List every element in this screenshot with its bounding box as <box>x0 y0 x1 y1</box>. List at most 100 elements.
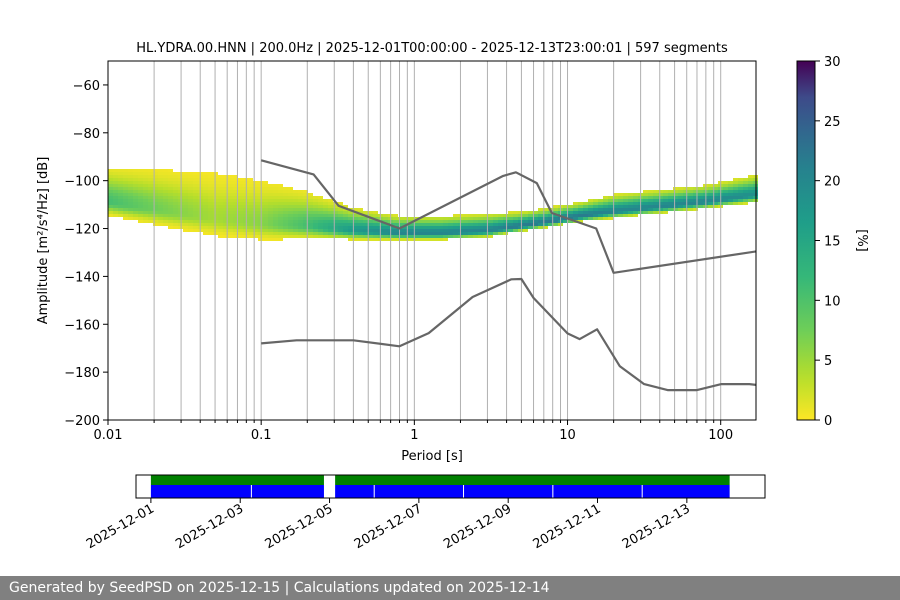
density-cell <box>273 190 278 193</box>
density-cell <box>698 202 703 205</box>
density-cell <box>123 205 128 208</box>
density-cell <box>528 211 533 214</box>
density-cell <box>223 196 228 199</box>
density-cell <box>368 223 373 226</box>
density-cell <box>178 205 183 208</box>
density-cell <box>598 214 603 217</box>
density-cell <box>483 223 488 226</box>
timeline-top-segment <box>150 475 324 485</box>
density-cell <box>278 190 283 193</box>
density-cell <box>493 217 498 220</box>
density-cell <box>278 223 283 226</box>
density-cell <box>128 178 133 181</box>
density-cell <box>413 229 418 232</box>
density-cell <box>258 199 263 202</box>
density-cell <box>223 229 228 232</box>
density-cell <box>218 235 223 238</box>
density-cell <box>178 193 183 196</box>
density-cell <box>143 196 148 199</box>
colorbar-tick-label: 5 <box>824 354 832 369</box>
density-cell <box>283 232 288 235</box>
density-cell <box>463 226 468 229</box>
density-cell <box>238 199 243 202</box>
y-axis-label: Amplitude [m²/s⁴/Hz] [dB] <box>36 157 51 325</box>
density-cell <box>273 214 278 217</box>
density-cell <box>518 223 523 226</box>
density-cell <box>538 208 543 211</box>
density-cell <box>163 190 168 193</box>
density-cell <box>248 223 253 226</box>
density-cell <box>208 214 213 217</box>
density-cell <box>228 178 233 181</box>
density-cell <box>208 202 213 205</box>
density-cell <box>123 175 128 178</box>
density-cell <box>268 211 273 214</box>
x-axis: 0.01 0.1 1 10 100 Period [s] <box>94 420 733 464</box>
density-cell <box>333 223 338 226</box>
density-cell <box>248 214 253 217</box>
density-cell <box>268 232 273 235</box>
x-axis-label: Period [s] <box>401 449 463 464</box>
x-tick-label: 100 <box>708 428 733 443</box>
density-cell <box>513 229 518 232</box>
density-cell <box>573 208 578 211</box>
density-cell <box>523 220 528 223</box>
density-cell <box>148 193 153 196</box>
density-cell <box>683 196 688 199</box>
density-cell <box>483 220 488 223</box>
density-cell <box>328 229 333 232</box>
density-cell <box>303 199 308 202</box>
density-cell <box>393 238 398 241</box>
density-cell <box>283 217 288 220</box>
density-cell <box>158 187 163 190</box>
density-cell <box>163 214 168 217</box>
density-cell <box>128 184 133 187</box>
density-cell <box>308 205 313 208</box>
density-cell <box>453 229 458 232</box>
density-cell <box>248 205 253 208</box>
density-cell <box>123 178 128 181</box>
density-cell <box>318 208 323 211</box>
density-cell <box>178 196 183 199</box>
density-cell <box>163 178 168 181</box>
density-cell <box>633 208 638 211</box>
density-cell <box>693 196 698 199</box>
density-cell <box>283 193 288 196</box>
density-cell <box>288 217 293 220</box>
density-cell <box>303 208 308 211</box>
density-cell <box>663 190 668 193</box>
density-cell <box>233 196 238 199</box>
density-cell <box>608 205 613 208</box>
density-cell <box>183 184 188 187</box>
density-cell <box>428 232 433 235</box>
density-cell <box>128 172 133 175</box>
density-cell <box>113 184 118 187</box>
density-cell <box>193 220 198 223</box>
density-cell <box>238 181 243 184</box>
density-cell <box>693 193 698 196</box>
grid-lines <box>107 61 722 420</box>
density-cell <box>203 178 208 181</box>
density-cell <box>203 211 208 214</box>
density-cell <box>393 232 398 235</box>
density-cell <box>288 211 293 214</box>
density-cell <box>483 214 488 217</box>
density-cell <box>113 199 118 202</box>
density-cell <box>668 190 673 193</box>
density-cell <box>113 172 118 175</box>
density-cell <box>153 187 158 190</box>
density-cell <box>418 232 423 235</box>
density-cell <box>573 214 578 217</box>
density-cell <box>748 184 753 187</box>
density-cell <box>123 181 128 184</box>
density-cell <box>538 226 543 229</box>
density-cell <box>543 223 548 226</box>
density-cell <box>163 205 168 208</box>
density-cell <box>748 196 753 199</box>
density-cell <box>373 226 378 229</box>
density-cell <box>343 220 348 223</box>
density-cell <box>243 232 248 235</box>
density-cell <box>408 238 413 241</box>
density-cell <box>188 181 193 184</box>
density-cell <box>298 226 303 229</box>
